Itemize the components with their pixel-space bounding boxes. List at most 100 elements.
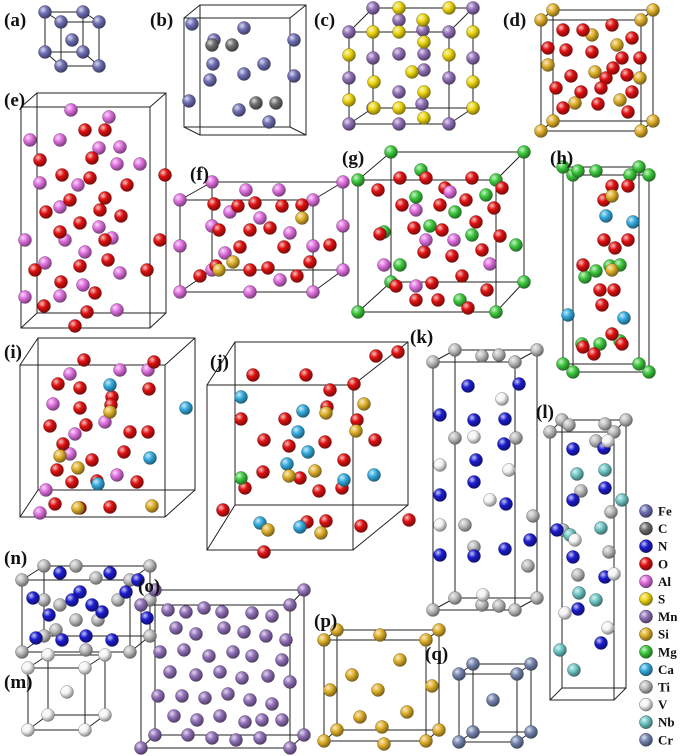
i-o: [147, 355, 161, 369]
d-si: [634, 13, 648, 27]
legend-label-ti: Ti: [658, 680, 670, 695]
panel-label-q: (q): [425, 644, 448, 665]
l-n: [566, 442, 580, 456]
k-v: [502, 463, 516, 477]
b-fe: [257, 57, 271, 71]
p-si: [419, 734, 433, 748]
e-al: [102, 110, 116, 124]
d-o: [549, 81, 563, 95]
i-si: [71, 461, 85, 475]
e-o: [39, 205, 53, 219]
b-fe: [206, 57, 220, 71]
q-cr: [524, 657, 538, 671]
k-n: [497, 437, 511, 451]
a-fe: [38, 45, 52, 59]
c-s: [416, 13, 430, 27]
legend-label-mg: Mg: [658, 644, 677, 659]
m-v: [78, 723, 92, 737]
n-ti: [89, 571, 103, 585]
n-ti: [69, 613, 83, 627]
i-o: [85, 453, 99, 467]
legend-item-s: S: [639, 592, 665, 607]
e-al: [53, 133, 67, 147]
o-mn: [205, 731, 219, 745]
g-mg: [517, 145, 531, 159]
p-si: [330, 623, 344, 637]
legend-swatch-n: [639, 539, 653, 553]
g-o: [393, 171, 407, 185]
n-ti: [143, 629, 157, 643]
e-o: [101, 253, 115, 267]
m-v: [21, 661, 35, 675]
q-cr: [466, 725, 480, 739]
j-ca: [296, 404, 310, 418]
i-o: [77, 353, 91, 367]
e-al: [64, 103, 78, 117]
f-al: [272, 183, 286, 197]
h-o: [597, 233, 611, 247]
o-mn: [177, 643, 191, 657]
panel-label-f: (f): [190, 164, 209, 185]
o-mn: [134, 741, 148, 755]
d-si: [613, 93, 627, 107]
l-nb: [589, 593, 603, 607]
k-v: [476, 588, 490, 602]
f-o: [212, 223, 226, 237]
panel-label-p: (p): [314, 611, 337, 632]
o-mn: [253, 731, 267, 745]
k-v: [433, 458, 447, 472]
i-o: [103, 500, 117, 514]
j-o: [312, 484, 326, 498]
e-o: [158, 168, 172, 182]
k-ti: [508, 355, 522, 369]
c-s: [367, 75, 381, 89]
o-mn: [148, 583, 162, 597]
l-nb: [567, 663, 581, 677]
a-fe: [76, 5, 90, 19]
n-n: [85, 598, 99, 612]
a-fe: [38, 5, 52, 19]
e-al: [23, 133, 37, 147]
o-mn: [283, 741, 297, 755]
k-ti: [448, 343, 462, 357]
k-n: [469, 453, 483, 467]
i-o: [65, 475, 79, 489]
i-si: [71, 501, 85, 515]
o-mn: [175, 689, 189, 703]
e-o: [73, 216, 87, 230]
g-o: [435, 223, 449, 237]
c-mn: [392, 117, 406, 131]
legend-label-cr: Cr: [658, 732, 673, 747]
g-o: [465, 171, 479, 185]
legend-item-c: C: [639, 521, 667, 536]
o-mn: [213, 709, 227, 723]
i-o: [50, 463, 64, 477]
e-al: [78, 245, 92, 259]
f-al: [336, 219, 350, 233]
j-o: [256, 465, 270, 479]
n-n: [55, 633, 69, 647]
e-al: [76, 278, 90, 292]
legend-swatch-v: [639, 697, 653, 712]
j-si: [357, 397, 371, 411]
p-si: [432, 723, 446, 737]
o-mn: [217, 621, 231, 635]
g-o: [419, 171, 433, 185]
j-ca: [301, 445, 315, 459]
n-ti: [53, 598, 67, 612]
o-mn: [297, 728, 311, 742]
f-o: [303, 255, 317, 269]
g-o: [409, 293, 423, 307]
c-mn: [392, 85, 406, 99]
f-o: [261, 261, 275, 275]
l-ti: [602, 545, 616, 559]
n-n: [42, 608, 56, 622]
l-v: [558, 606, 572, 620]
n-ti: [69, 559, 83, 573]
d-o: [620, 68, 634, 82]
e-o: [85, 151, 99, 165]
legend-swatch-mn: [639, 609, 653, 624]
c-s: [442, 1, 456, 15]
c-mn: [417, 47, 431, 61]
d-o: [615, 51, 629, 65]
